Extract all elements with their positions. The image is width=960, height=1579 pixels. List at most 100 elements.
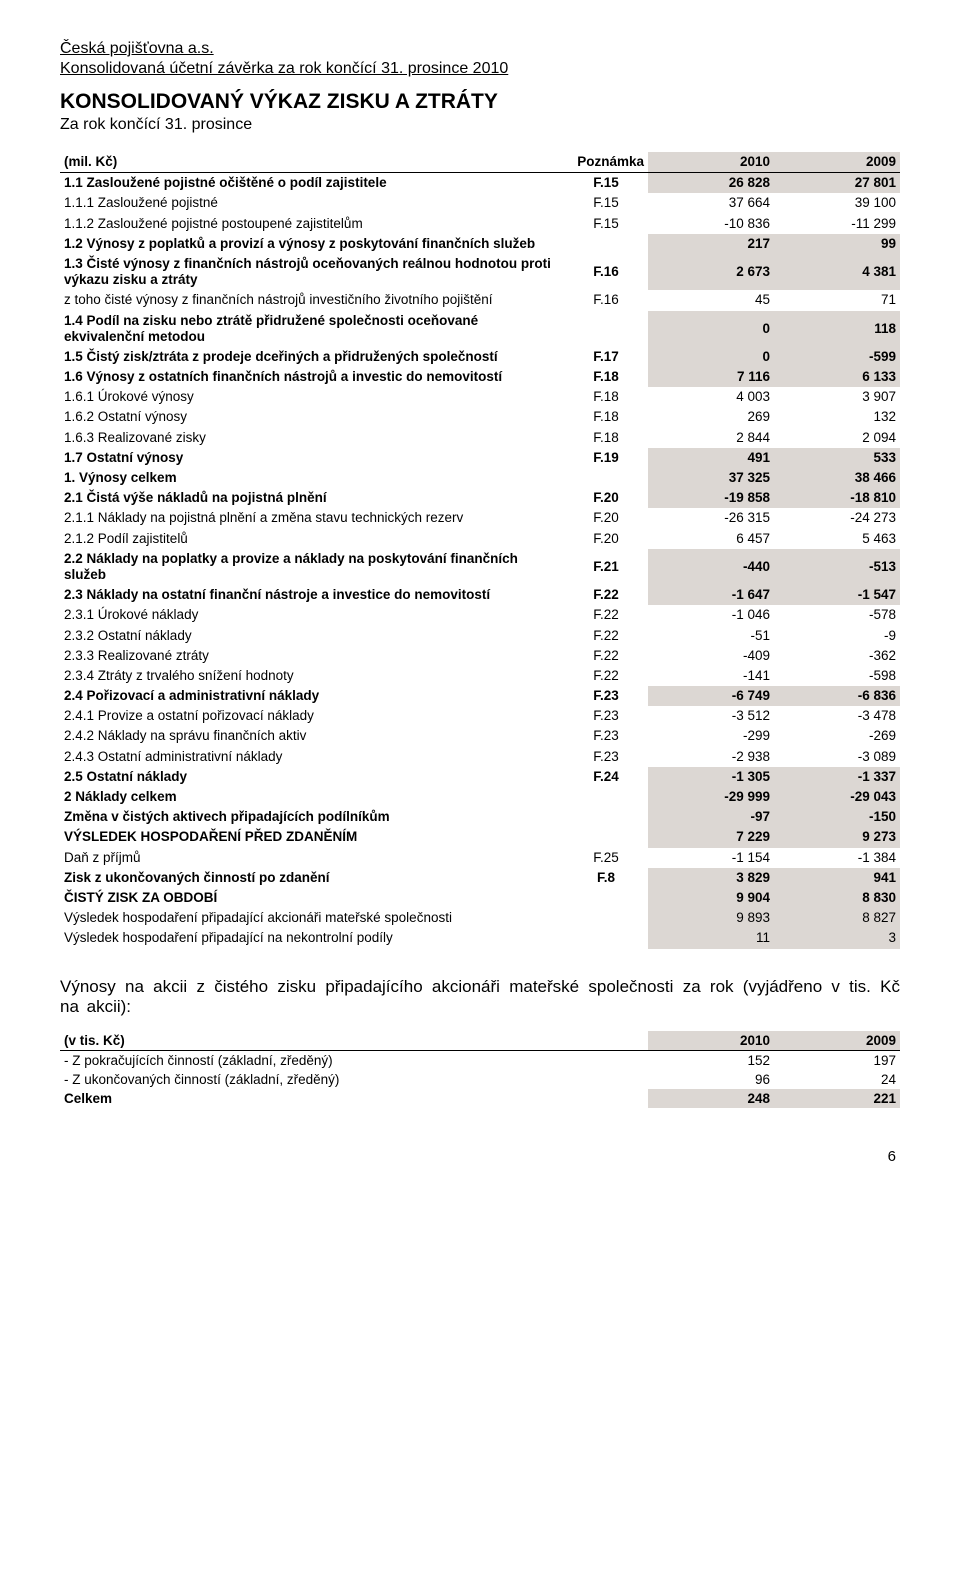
row-value-2010: 4 003	[648, 387, 774, 407]
row-value-2009: -598	[774, 666, 900, 686]
table-row: 1.6.2 Ostatní výnosyF.18269132	[60, 407, 900, 427]
doc-subtitle: Konsolidovaná účetní závěrka za rok konč…	[60, 60, 900, 78]
row-value-2010: -51	[648, 626, 774, 646]
table-row: Daň z příjmůF.25-1 154-1 384	[60, 848, 900, 868]
table-row: 1.5 Čistý zisk/ztráta z prodeje dceřinýc…	[60, 347, 900, 367]
row-note: F.20	[564, 488, 648, 508]
row-value-2010: 217	[648, 234, 774, 254]
row-note: F.16	[564, 254, 648, 290]
row-value-2009: 3	[774, 928, 900, 948]
row-note: F.19	[564, 448, 648, 468]
row-label: 2.3.3 Realizované ztráty	[60, 646, 564, 666]
row-value-2009: -3 478	[774, 706, 900, 726]
row-value-2010: 2 844	[648, 428, 774, 448]
row-label: 2.2 Náklady na poplatky a provize a nákl…	[60, 549, 564, 585]
table-row: Změna v čistých aktivech připadajících p…	[60, 807, 900, 827]
row-note: F.22	[564, 585, 648, 605]
table-row: 2.4.2 Náklady na správu finančních aktiv…	[60, 726, 900, 746]
row-label: 2.3.4 Ztráty z trvalého snížení hodnoty	[60, 666, 564, 686]
table-row: 2 Náklady celkem-29 999-29 043	[60, 787, 900, 807]
row-label: z toho čisté výnosy z finančních nástroj…	[60, 290, 564, 310]
eps-row-label: - Z pokračujících činností (základní, zř…	[60, 1050, 648, 1070]
eps-col-2009: 2009	[774, 1031, 900, 1051]
row-value-2010: 2 673	[648, 254, 774, 290]
row-value-2009: 71	[774, 290, 900, 310]
row-value-2010: 37 325	[648, 468, 774, 488]
period-label: Za rok končící 31. prosince	[60, 116, 900, 134]
eps-row-2009: 221	[774, 1089, 900, 1108]
row-value-2010: -1 647	[648, 585, 774, 605]
table-row: VÝSLEDEK HOSPODAŘENÍ PŘED ZDANĚNÍM7 2299…	[60, 827, 900, 847]
row-value-2010: -6 749	[648, 686, 774, 706]
table-row: 2.3.1 Úrokové nákladyF.22-1 046-578	[60, 605, 900, 625]
row-value-2009: -1 337	[774, 767, 900, 787]
row-value-2009: 9 273	[774, 827, 900, 847]
company-name: Česká pojišťovna a.s.	[60, 40, 900, 58]
row-value-2009: 8 827	[774, 908, 900, 928]
row-note: F.15	[564, 214, 648, 234]
row-note	[564, 468, 648, 488]
row-value-2009: -269	[774, 726, 900, 746]
row-note: F.15	[564, 193, 648, 213]
row-value-2009: 2 094	[774, 428, 900, 448]
row-value-2010: -26 315	[648, 508, 774, 528]
row-value-2010: 7 116	[648, 367, 774, 387]
row-value-2010: 11	[648, 928, 774, 948]
table-row: 1.4 Podíl na zisku nebo ztrátě přidružen…	[60, 311, 900, 347]
table-row: 1.3 Čisté výnosy z finančních nástrojů o…	[60, 254, 900, 290]
row-value-2010: 45	[648, 290, 774, 310]
row-value-2009: 99	[774, 234, 900, 254]
row-value-2009: 6 133	[774, 367, 900, 387]
row-label: 1.5 Čistý zisk/ztráta z prodeje dceřinýc…	[60, 347, 564, 367]
row-label: 2.1 Čistá výše nákladů na pojistná plněn…	[60, 488, 564, 508]
row-value-2009: -3 089	[774, 747, 900, 767]
row-note: F.21	[564, 549, 648, 585]
row-note	[564, 787, 648, 807]
table-row: Výsledek hospodaření připadající akcioná…	[60, 908, 900, 928]
row-value-2010: 9 893	[648, 908, 774, 928]
row-note: F.20	[564, 508, 648, 528]
row-value-2010: 7 229	[648, 827, 774, 847]
row-value-2010: 26 828	[648, 173, 774, 194]
row-value-2009: -6 836	[774, 686, 900, 706]
col-header-2010: 2010	[648, 152, 774, 173]
row-label: 1.2 Výnosy z poplatků a provizí a výnosy…	[60, 234, 564, 254]
row-value-2009: -150	[774, 807, 900, 827]
row-value-2010: -3 512	[648, 706, 774, 726]
row-note: F.18	[564, 407, 648, 427]
row-value-2010: -299	[648, 726, 774, 746]
row-label: 2.3.1 Úrokové náklady	[60, 605, 564, 625]
eps-row-2010: 248	[648, 1089, 774, 1108]
row-value-2009: -578	[774, 605, 900, 625]
row-value-2010: -1 154	[648, 848, 774, 868]
row-label: 2.4 Pořizovací a administrativní náklady	[60, 686, 564, 706]
table-row: ČISTÝ ZISK ZA OBDOBÍ9 9048 830	[60, 888, 900, 908]
row-value-2010: -29 999	[648, 787, 774, 807]
row-note: F.22	[564, 646, 648, 666]
row-label: 2.1.1 Náklady na pojistná plnění a změna…	[60, 508, 564, 528]
row-value-2010: 269	[648, 407, 774, 427]
row-value-2009: 3 907	[774, 387, 900, 407]
table-row: 2.1.1 Náklady na pojistná plnění a změna…	[60, 508, 900, 528]
row-value-2009: 533	[774, 448, 900, 468]
eps-col-label: (v tis. Kč)	[60, 1031, 648, 1051]
row-value-2009: 5 463	[774, 529, 900, 549]
table-row: 1.2 Výnosy z poplatků a provizí a výnosy…	[60, 234, 900, 254]
table-row: 1.6.3 Realizované ziskyF.182 8442 094	[60, 428, 900, 448]
row-value-2009: -18 810	[774, 488, 900, 508]
row-value-2010: 6 457	[648, 529, 774, 549]
row-label: 1.6 Výnosy z ostatních finančních nástro…	[60, 367, 564, 387]
row-value-2009: -1 547	[774, 585, 900, 605]
row-note	[564, 827, 648, 847]
row-label: 1.1 Zasloužené pojistné očištěné o podíl…	[60, 173, 564, 194]
row-label: 1.6.3 Realizované zisky	[60, 428, 564, 448]
row-value-2010: -409	[648, 646, 774, 666]
row-label: 1.4 Podíl na zisku nebo ztrátě přidružen…	[60, 311, 564, 347]
row-note: F.15	[564, 173, 648, 194]
table-row: z toho čisté výnosy z finančních nástroj…	[60, 290, 900, 310]
row-note: F.23	[564, 686, 648, 706]
row-value-2010: 0	[648, 347, 774, 367]
row-value-2009: -513	[774, 549, 900, 585]
eps-row-label: - Z ukončovaných činností (základní, zře…	[60, 1070, 648, 1089]
row-value-2009: 4 381	[774, 254, 900, 290]
